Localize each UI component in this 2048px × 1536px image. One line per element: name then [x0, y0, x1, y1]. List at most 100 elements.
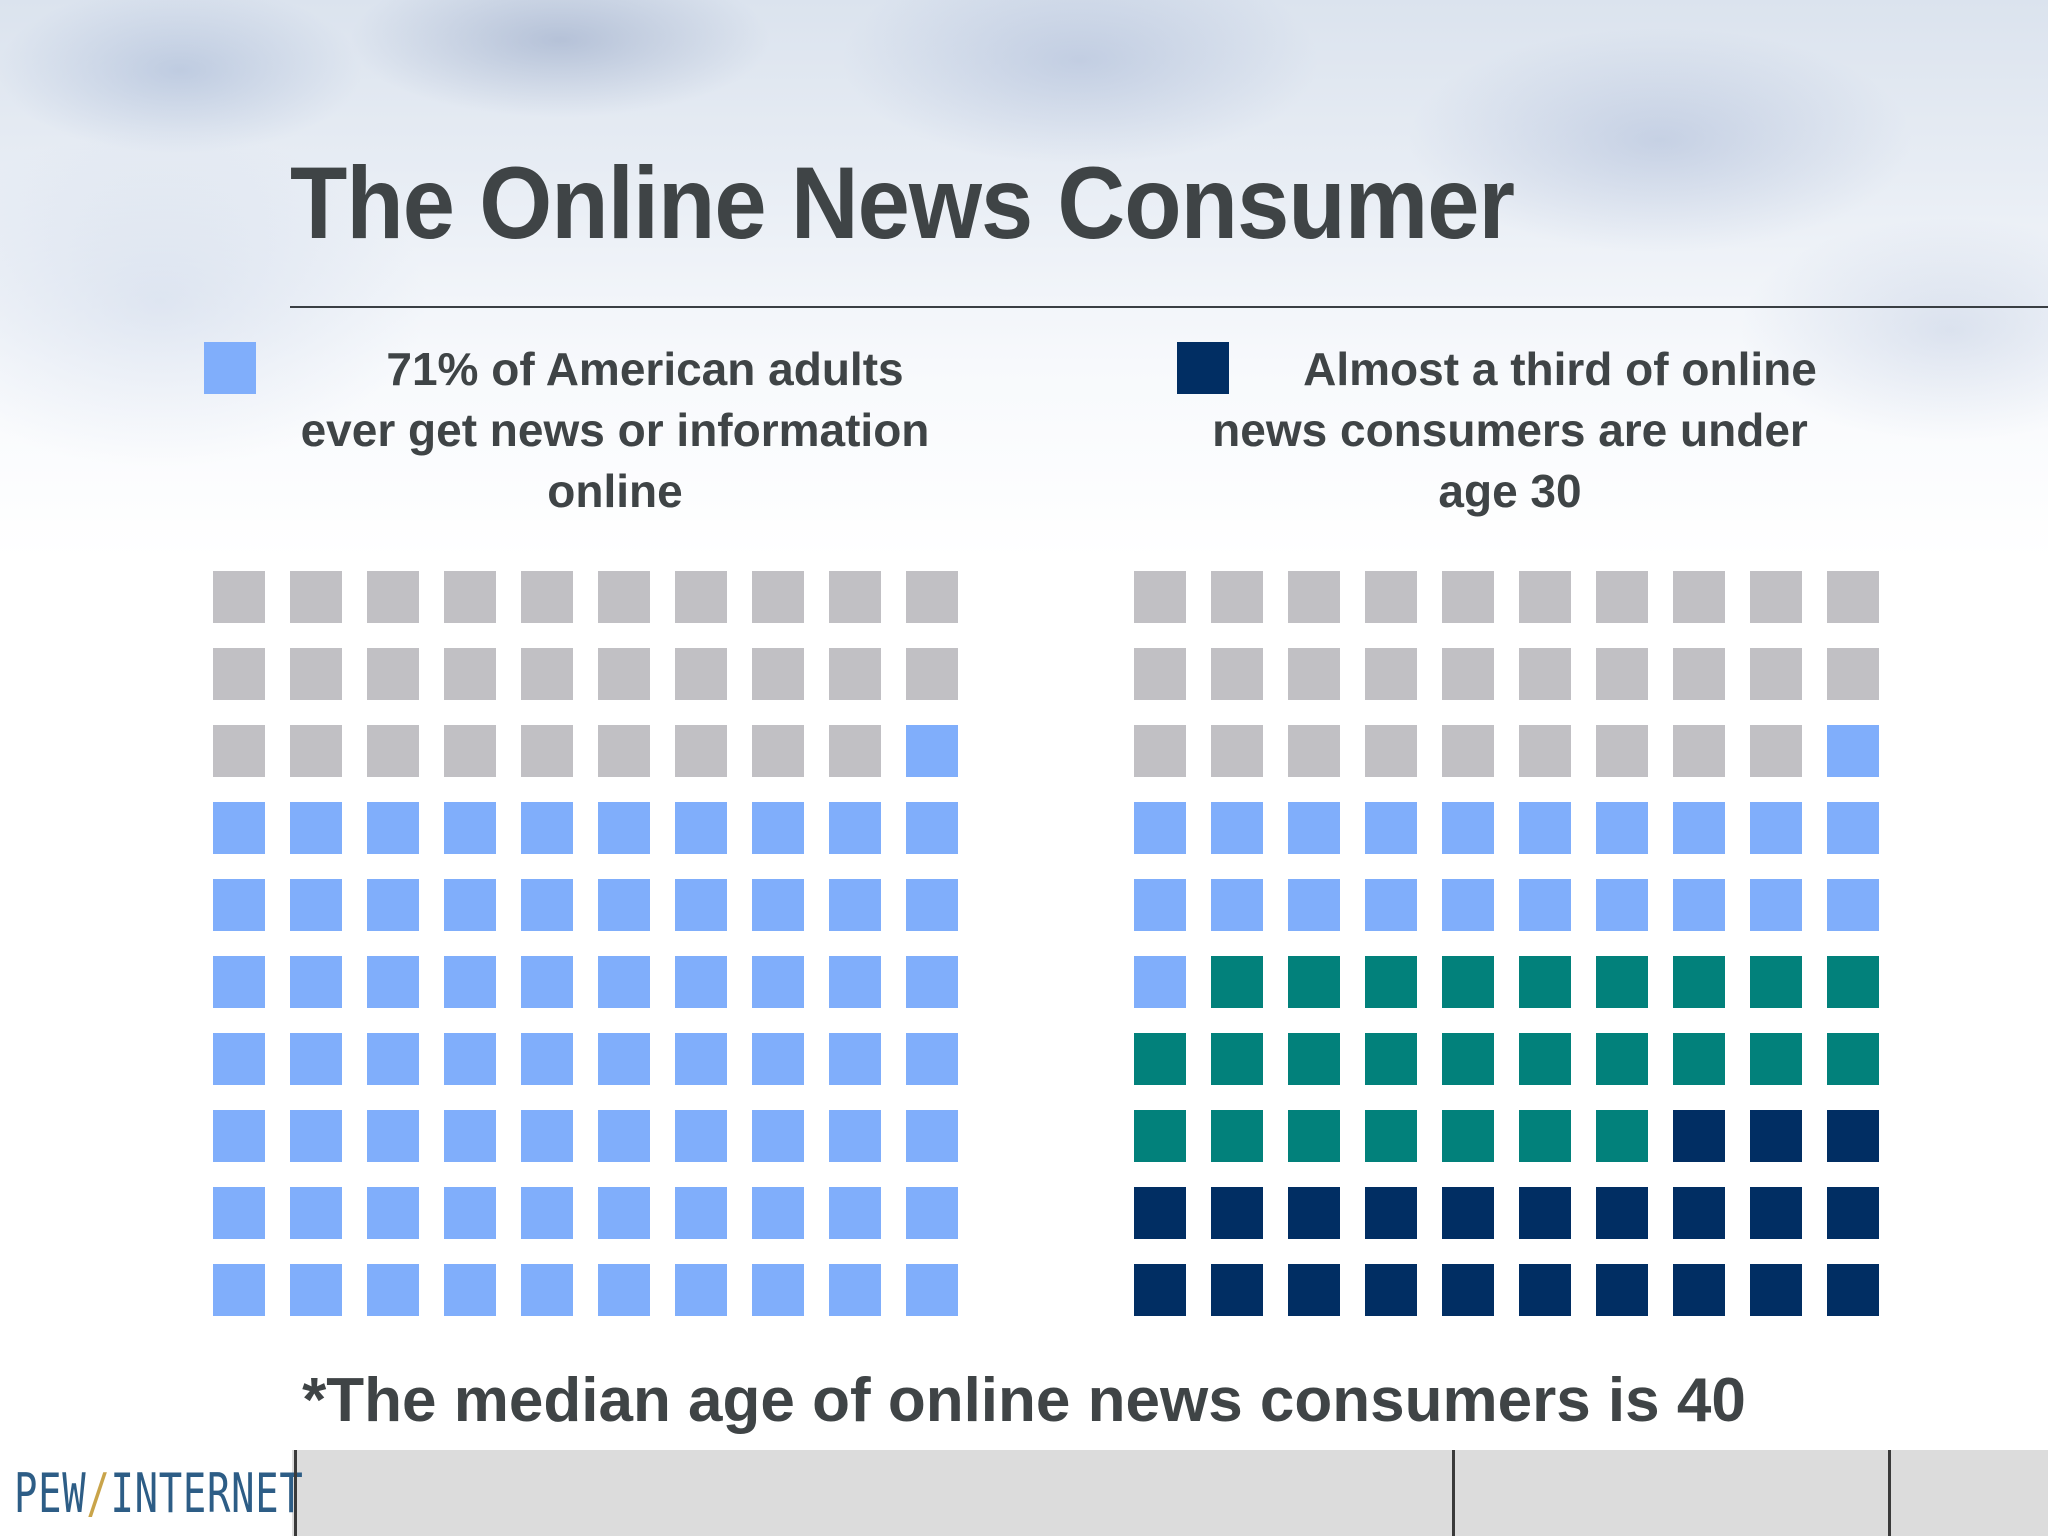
waffle-cell: [1673, 879, 1725, 931]
waffle-cell: [1827, 1033, 1879, 1085]
waffle-cell: [1211, 1110, 1263, 1162]
legend-line: online: [547, 465, 683, 517]
legend-line: Almost a third of online: [1303, 343, 1817, 395]
waffle-cell: [290, 648, 342, 700]
title-divider: [290, 306, 2048, 308]
waffle-cell: [1673, 648, 1725, 700]
waffle-cell: [1750, 802, 1802, 854]
waffle-cell: [1596, 571, 1648, 623]
waffle-cell: [367, 725, 419, 777]
waffle-cell: [367, 1264, 419, 1316]
waffle-cell: [367, 1187, 419, 1239]
waffle-cell: [752, 1033, 804, 1085]
waffle-cell: [598, 956, 650, 1008]
waffle-cell: [290, 1033, 342, 1085]
waffle-cell: [213, 1110, 265, 1162]
waffle-cell: [1134, 956, 1186, 1008]
waffle-cell: [213, 879, 265, 931]
waffle-cell: [213, 571, 265, 623]
waffle-cell: [1827, 571, 1879, 623]
waffle-cell: [1519, 648, 1571, 700]
legend-text-left: 71% of American adults ever get news or …: [200, 339, 1030, 522]
waffle-cell: [1673, 1187, 1725, 1239]
waffle-cell: [675, 956, 727, 1008]
waffle-cell: [1827, 1187, 1879, 1239]
waffle-cell: [1519, 956, 1571, 1008]
waffle-chart-right: [1134, 571, 1879, 1316]
waffle-cell: [598, 802, 650, 854]
waffle-cell: [1750, 1110, 1802, 1162]
waffle-cell: [752, 802, 804, 854]
header-background: [0, 0, 2048, 560]
waffle-cell: [752, 879, 804, 931]
waffle-cell: [1134, 1033, 1186, 1085]
waffle-cell: [598, 648, 650, 700]
waffle-cell: [1211, 802, 1263, 854]
waffle-cell: [444, 648, 496, 700]
waffle-cell: [1134, 1264, 1186, 1316]
waffle-cell: [1288, 1264, 1340, 1316]
waffle-cell: [521, 1187, 573, 1239]
waffle-cell: [213, 956, 265, 1008]
waffle-cell: [1519, 1033, 1571, 1085]
waffle-cell: [1519, 1187, 1571, 1239]
waffle-cell: [1750, 648, 1802, 700]
waffle-cell: [829, 956, 881, 1008]
waffle-cell: [1519, 571, 1571, 623]
waffle-cell: [1365, 956, 1417, 1008]
waffle-cell: [1750, 1264, 1802, 1316]
waffle-cell: [444, 879, 496, 931]
waffle-cell: [1134, 725, 1186, 777]
waffle-cell: [1442, 802, 1494, 854]
legend-line: 71% of American adults: [386, 343, 904, 395]
waffle-cell: [1365, 1033, 1417, 1085]
legend-swatch-right: [1177, 342, 1229, 394]
waffle-cell: [1750, 1033, 1802, 1085]
waffle-cell: [213, 648, 265, 700]
waffle-cell: [1827, 725, 1879, 777]
waffle-cell: [213, 725, 265, 777]
waffle-cell: [1519, 879, 1571, 931]
waffle-cell: [1750, 1187, 1802, 1239]
waffle-cell: [1827, 1264, 1879, 1316]
waffle-cell: [213, 802, 265, 854]
waffle-cell: [367, 571, 419, 623]
waffle-cell: [1673, 1110, 1725, 1162]
footer-divider: [294, 1450, 297, 1536]
waffle-cell: [1442, 725, 1494, 777]
slide-title: The Online News Consumer: [290, 146, 1515, 260]
waffle-cell: [675, 571, 727, 623]
waffle-cell: [213, 1187, 265, 1239]
waffle-cell: [598, 879, 650, 931]
waffle-cell: [444, 1033, 496, 1085]
logo-left: PEW: [14, 1462, 87, 1525]
waffle-cell: [1288, 571, 1340, 623]
waffle-cell: [290, 571, 342, 623]
waffle-cell: [1211, 1187, 1263, 1239]
waffle-cell: [1596, 956, 1648, 1008]
waffle-cell: [290, 802, 342, 854]
waffle-cell: [290, 1264, 342, 1316]
waffle-cell: [367, 1110, 419, 1162]
waffle-cell: [1442, 1187, 1494, 1239]
pew-internet-logo: PEW/INTERNET: [14, 1462, 303, 1525]
legend-line: age 30: [1438, 465, 1582, 517]
legend-swatch-left: [204, 342, 256, 394]
waffle-cell: [1288, 956, 1340, 1008]
waffle-cell: [1211, 1033, 1263, 1085]
waffle-cell: [1442, 879, 1494, 931]
waffle-cell: [675, 1110, 727, 1162]
waffle-cell: [1596, 1187, 1648, 1239]
waffle-cell: [752, 1110, 804, 1162]
waffle-cell: [1750, 571, 1802, 623]
waffle-cell: [906, 571, 958, 623]
waffle-cell: [444, 956, 496, 1008]
waffle-cell: [213, 1264, 265, 1316]
waffle-cell: [675, 802, 727, 854]
waffle-cell: [1827, 648, 1879, 700]
waffle-cell: [213, 1033, 265, 1085]
waffle-cell: [444, 1187, 496, 1239]
waffle-cell: [829, 1033, 881, 1085]
waffle-cell: [1211, 725, 1263, 777]
footer-divider: [1452, 1450, 1455, 1536]
